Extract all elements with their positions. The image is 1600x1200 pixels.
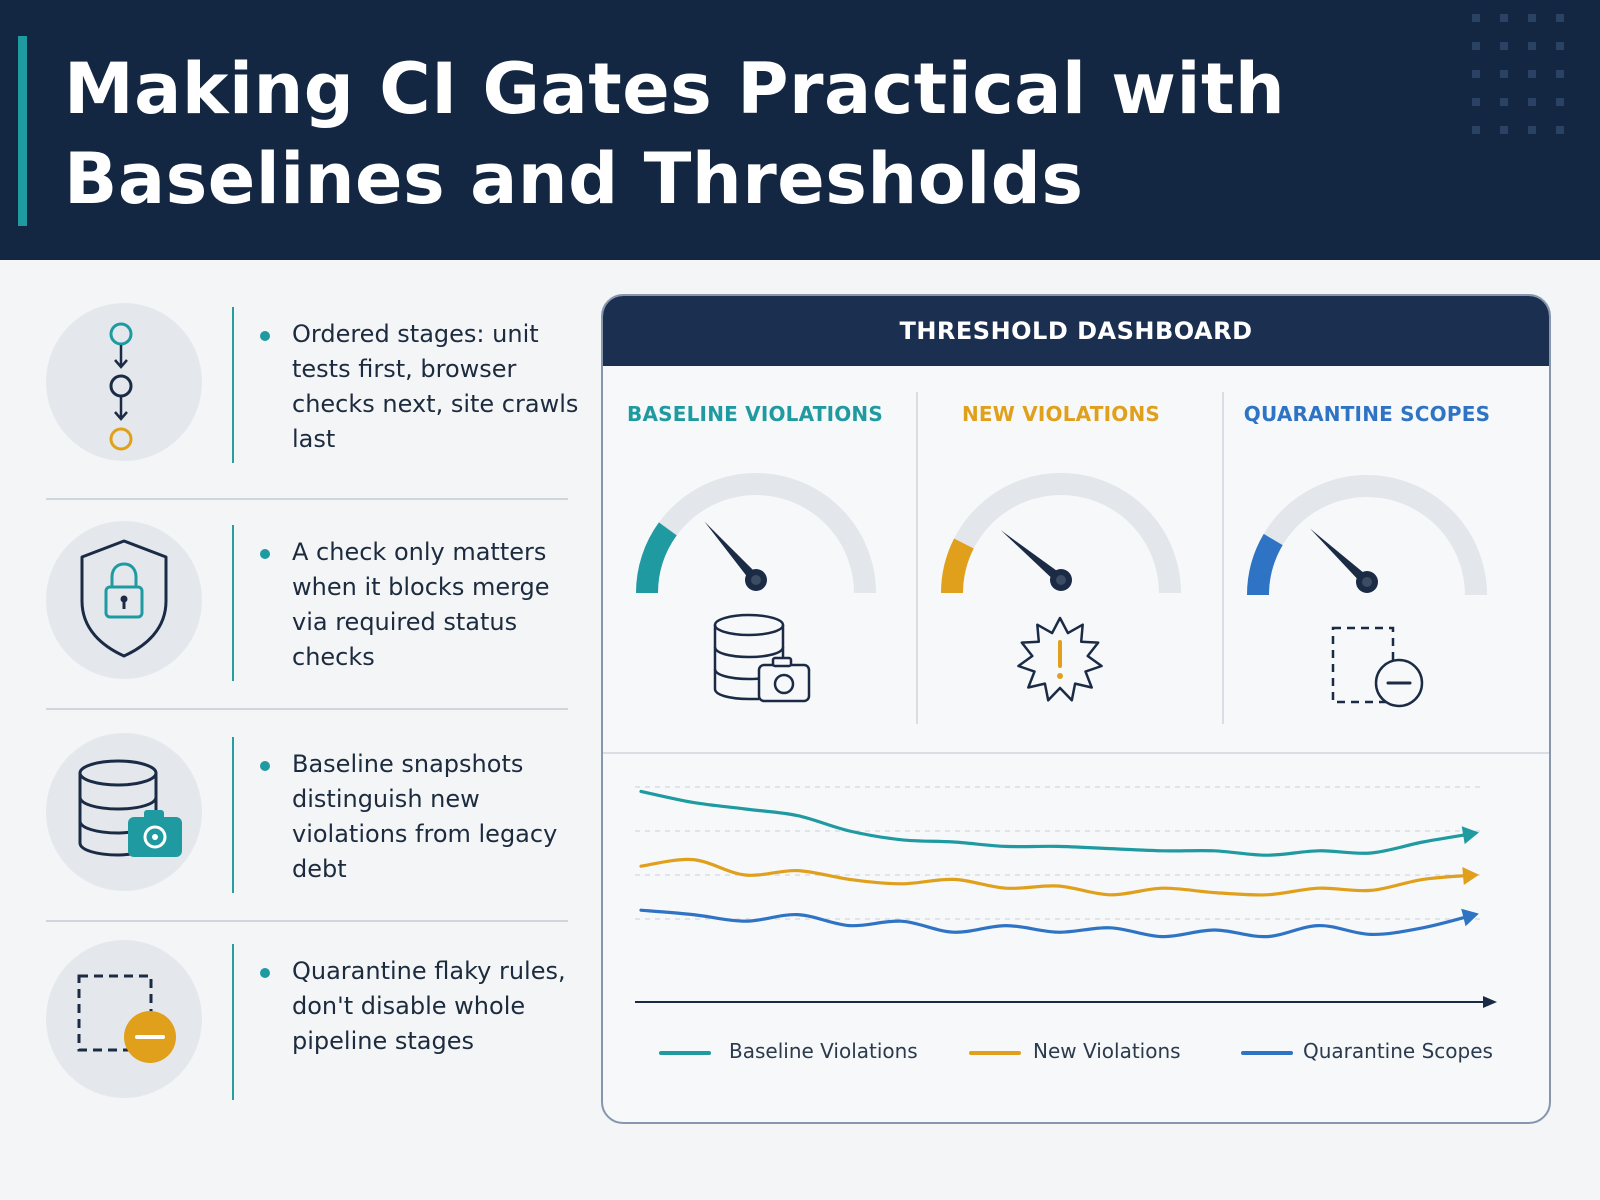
icon-circle <box>46 940 202 1098</box>
row-separator <box>46 708 568 710</box>
decorative-dot-grid <box>1472 14 1564 134</box>
series-arrowhead <box>1462 867 1479 885</box>
gauge-title: BASELINE VIOLATIONS <box>627 402 883 426</box>
gauge-quarantine-scopes: QUARANTINE SCOPES <box>1215 368 1519 768</box>
shield-lock-icon <box>80 539 168 658</box>
gauge-needle <box>704 521 767 591</box>
gauge-new-violations: NEW VIOLATIONS <box>909 368 1213 768</box>
point-text: Baseline snapshots distinguish new viola… <box>292 750 558 883</box>
legend-swatch <box>659 1051 711 1055</box>
row-divider-line <box>232 944 234 1100</box>
point-text: Ordered stages: unit tests first, browse… <box>292 320 579 453</box>
series-line-new-violations <box>639 857 1477 897</box>
icon-circle <box>46 733 202 891</box>
column-divider <box>916 392 918 724</box>
pipeline-stages-icon <box>109 322 133 451</box>
legend-label: Baseline Violations <box>729 1039 918 1063</box>
gauge-needle <box>1000 530 1072 591</box>
gauge-fill <box>941 538 974 594</box>
series-arrowhead <box>1461 826 1479 845</box>
header-banner: Making CI Gates Practical with Baselines… <box>0 0 1600 260</box>
series-line-quarantine-scopes <box>639 908 1477 939</box>
bullet-dot <box>260 331 270 341</box>
chart-series-layer <box>639 789 1479 939</box>
legend-label: New Violations <box>1033 1039 1181 1063</box>
row-separator <box>46 498 568 500</box>
point-row-quarantine: Quarantine flaky rules, don't disable wh… <box>46 940 568 1110</box>
icon-circle <box>46 521 202 679</box>
dashboard-header: THRESHOLD DASHBOARD <box>603 296 1549 366</box>
header-accent-bar <box>18 36 27 226</box>
x-axis-arrowhead <box>1483 996 1497 1008</box>
gauge-title: NEW VIOLATIONS <box>961 402 1161 426</box>
icon-circle <box>46 303 202 461</box>
chart-legend: Baseline Violations New Violations Quara… <box>603 1032 1549 1072</box>
point-row-baseline-snapshots: Baseline snapshots distinguish new viola… <box>46 733 568 903</box>
legend-swatch <box>969 1051 1021 1055</box>
warning-burst-icon <box>1017 616 1103 702</box>
point-text: A check only matters when it blocks merg… <box>292 538 550 671</box>
dashboard-horizontal-divider <box>603 752 1549 754</box>
row-divider-line <box>232 525 234 681</box>
quarantine-minus-icon <box>77 974 176 1063</box>
gauge-fill <box>635 522 677 594</box>
series-line-baseline-violations <box>639 789 1477 857</box>
chart-gridlines <box>635 786 1485 920</box>
legend-label: Quarantine Scopes <box>1303 1039 1493 1063</box>
database-camera-icon <box>78 759 182 857</box>
gauge-fill <box>1247 533 1283 596</box>
point-row-stages: Ordered stages: unit tests first, browse… <box>46 303 578 473</box>
database-camera-icon <box>713 613 811 703</box>
legend-swatch <box>1241 1051 1293 1055</box>
gauge-needle <box>1310 528 1378 593</box>
bullet-dot <box>260 549 270 559</box>
row-divider-line <box>232 737 234 893</box>
series-arrowhead <box>1461 908 1479 927</box>
column-divider <box>1222 392 1224 724</box>
gauge-baseline-violations: BASELINE VIOLATIONS <box>603 368 907 768</box>
threshold-dashboard-panel: THRESHOLD DASHBOARD BASELINE VIOLATIONS <box>601 294 1551 1124</box>
quarantine-minus-icon <box>1331 626 1424 708</box>
row-divider-line <box>232 307 234 463</box>
bullet-dot <box>260 761 270 771</box>
point-text: Quarantine flaky rules, don't disable wh… <box>292 957 566 1055</box>
page-title: Making CI Gates Practical with Baselines… <box>64 48 1286 220</box>
gauge-title: QUARANTINE SCOPES <box>1243 402 1491 426</box>
row-separator <box>46 920 568 922</box>
dashboard-title: THRESHOLD DASHBOARD <box>899 317 1253 345</box>
point-row-required-checks: A check only matters when it blocks merg… <box>46 521 568 691</box>
bullet-dot <box>260 968 270 978</box>
trend-line-chart <box>635 786 1497 1008</box>
